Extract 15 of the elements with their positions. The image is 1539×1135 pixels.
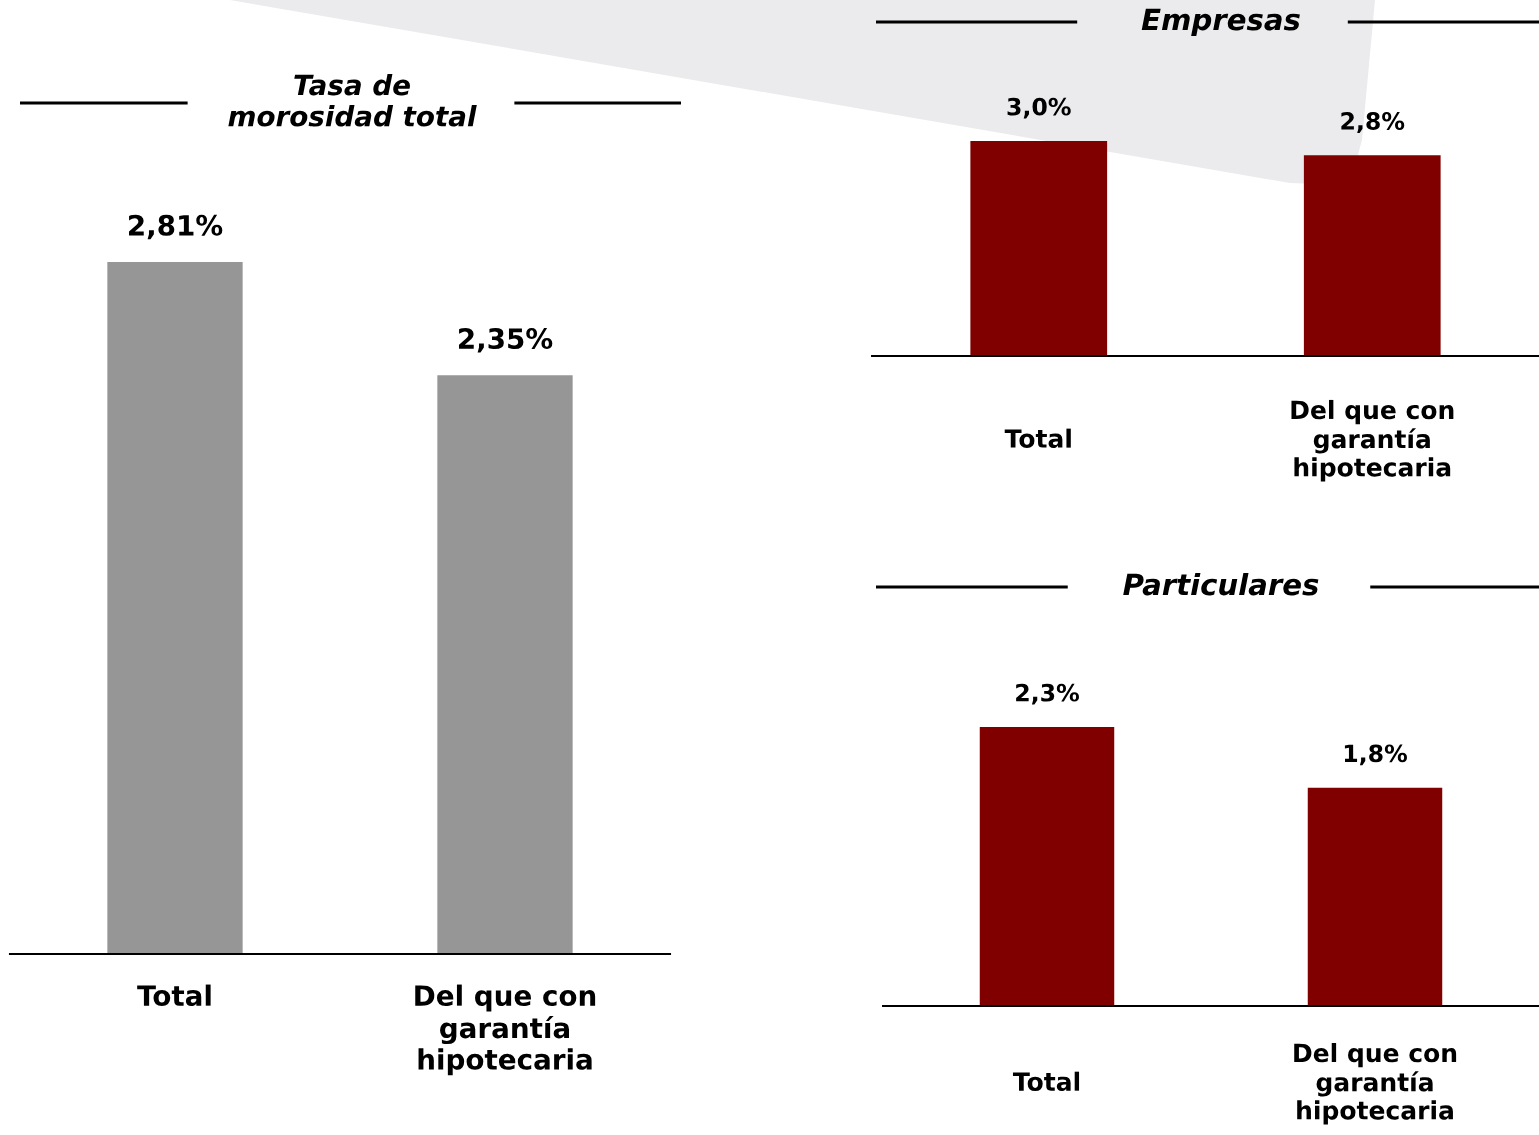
data-label: 2,35% [459, 328, 553, 353]
chart-title: Tasa de morosidad total [228, 74, 477, 127]
x-tick-label: Del que con garantía hipotecaria [415, 984, 596, 1076]
data-label: 2,3% [1016, 683, 1079, 705]
data-label: 2,8% [1341, 112, 1405, 133]
chart-title: Empresas [1141, 8, 1300, 37]
x-tick-label: Del que con garantía hipotecaria [1294, 1042, 1457, 1125]
x-tick-label: Total [1012, 1071, 1080, 1092]
x-tick-label: Del que con garantía hipotecaria [1291, 399, 1454, 482]
data-label: 3,0% [1007, 97, 1071, 119]
data-label: 2,81% [129, 214, 223, 240]
data-label: 1,8% [1344, 744, 1407, 766]
x-tick-label: Total [1004, 428, 1071, 448]
chart-title: Particulares [1123, 572, 1319, 596]
x-tick-label: Total [137, 984, 211, 1007]
